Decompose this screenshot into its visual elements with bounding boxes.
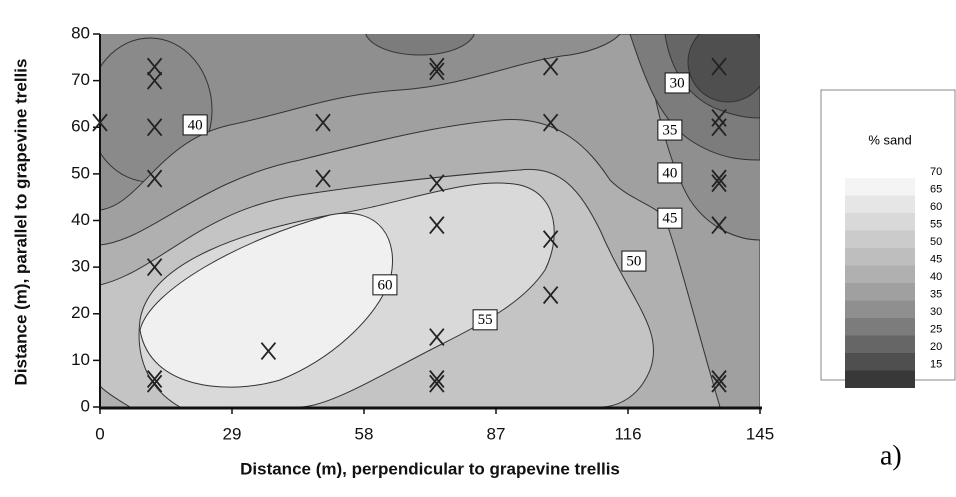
y-tick-label: 30	[71, 257, 90, 276]
contour-label: 50	[626, 254, 641, 270]
legend-swatch	[845, 370, 915, 388]
y-axis-label: Distance (m), parallel to grapevine trel…	[11, 59, 30, 386]
panel-label: a)	[880, 440, 902, 471]
sample-point	[429, 216, 445, 235]
x-tick-label: 116	[614, 424, 641, 443]
sample-point	[711, 174, 727, 193]
sample-point	[146, 258, 163, 277]
sample-point	[542, 57, 559, 76]
legend-swatch	[845, 213, 915, 231]
sample-point	[711, 370, 727, 389]
legend-label: 60	[930, 201, 942, 213]
sample-point	[146, 57, 163, 76]
sample-point	[146, 169, 163, 188]
sample-point	[429, 62, 445, 81]
y-tick-label: 50	[71, 163, 90, 182]
legend-title: % sand	[868, 132, 911, 147]
legend-swatch	[845, 230, 915, 248]
legend-swatch	[845, 318, 915, 336]
sample-point	[315, 169, 331, 188]
sample-point	[429, 174, 445, 193]
legend-label: 20	[930, 341, 942, 353]
contour-label: 60	[377, 277, 392, 293]
sample-point	[542, 230, 559, 249]
contour-label-box	[657, 207, 683, 229]
x-tick-label: 0	[95, 424, 104, 443]
x-tick-label: 145	[746, 424, 774, 443]
legend-swatch	[845, 353, 915, 371]
legend-label: 45	[930, 253, 942, 265]
sample-point	[429, 370, 445, 389]
legend-label: 50	[930, 236, 942, 248]
sample-point	[260, 342, 277, 361]
y-tick-label: 60	[71, 117, 90, 136]
contour-label: 30	[670, 75, 685, 91]
sample-point	[429, 374, 445, 393]
contour-label-box	[182, 114, 208, 136]
legend-swatch	[845, 265, 915, 283]
contour-label-box	[621, 250, 647, 272]
x-axis-label: Distance (m), perpendicular to grapevine…	[240, 459, 620, 478]
contour-label-box	[664, 72, 690, 94]
contour-fill	[100, 34, 760, 407]
sample-point	[146, 71, 163, 90]
contour-label-box	[657, 162, 683, 184]
sample-point	[711, 169, 727, 188]
x-tick-label: 29	[223, 424, 242, 443]
contour-label: 40	[188, 117, 203, 133]
sample-point	[542, 113, 559, 132]
y-tick-label: 10	[71, 350, 90, 369]
y-tick-label: 70	[71, 70, 90, 89]
sample-point	[146, 370, 163, 389]
y-tick-label: 0	[81, 396, 90, 415]
legend-swatch	[845, 248, 915, 266]
sample-point	[711, 108, 727, 127]
y-tick-label: 80	[71, 23, 90, 42]
contour-label-box	[657, 119, 683, 141]
region	[365, 34, 475, 56]
x-tick-label: 87	[487, 424, 506, 443]
legend-label: 70	[930, 166, 942, 178]
legend-swatch	[845, 195, 915, 213]
legend-swatch	[845, 283, 915, 301]
legend-label: 40	[930, 271, 942, 283]
sample-point	[146, 374, 163, 393]
contour-label: 55	[478, 312, 493, 328]
legend-label: 65	[930, 183, 942, 195]
sample-point	[146, 118, 163, 137]
sample-point	[429, 328, 445, 347]
sample-point	[711, 57, 727, 76]
y-tick-label: 20	[71, 303, 90, 322]
legend-label: 30	[930, 306, 942, 318]
legend-swatch	[845, 335, 915, 353]
contour-label: 35	[662, 122, 677, 138]
sample-point	[711, 216, 727, 235]
region	[687, 34, 760, 103]
sample-point	[92, 113, 108, 132]
legend-label: 35	[930, 288, 942, 300]
legend-label: 15	[930, 358, 942, 370]
legend-swatch	[845, 178, 915, 196]
x-tick-label: 58	[355, 424, 374, 443]
y-tick-label: 40	[71, 210, 90, 229]
contour-label: 45	[662, 211, 677, 227]
contour-label-box	[372, 274, 398, 296]
sample-point	[711, 374, 727, 393]
sample-point	[429, 57, 445, 76]
legend-label: 25	[930, 323, 942, 335]
legend-swatch	[845, 300, 915, 318]
sample-point	[711, 118, 727, 137]
sample-point	[315, 113, 331, 132]
contour-label: 40	[662, 165, 677, 181]
contour-label-box	[472, 309, 498, 331]
legend-label: 55	[930, 218, 942, 230]
sample-point	[542, 286, 559, 305]
